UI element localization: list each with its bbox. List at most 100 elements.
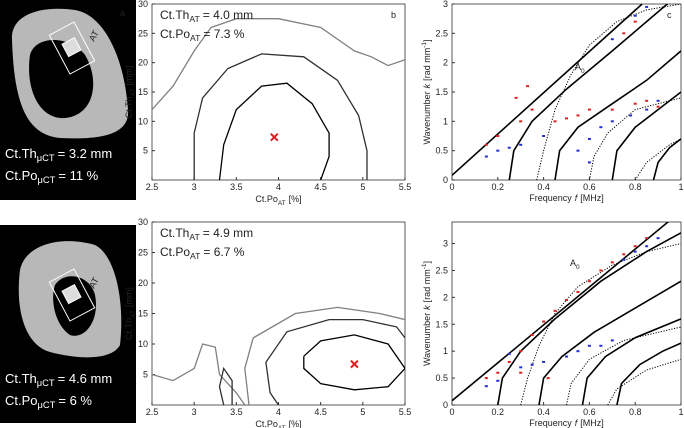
annotation: Ct.PoAT = 6.7 %	[160, 245, 245, 261]
x-tick-label: 2.5	[146, 182, 159, 192]
mode-curve	[616, 342, 681, 405]
data-point	[484, 143, 488, 146]
photo-2	[0, 225, 136, 423]
data-point	[514, 96, 518, 99]
data-point	[599, 344, 603, 347]
annotation-part: AT	[189, 232, 200, 242]
y-axis-label-part: ]	[422, 40, 432, 43]
data-point	[542, 360, 546, 363]
data-point	[565, 299, 568, 302]
mode-label-part: A	[570, 258, 576, 268]
x-axis-label: Frequency f [MHz]	[529, 193, 604, 203]
x-tick-label: 0.2	[492, 182, 505, 192]
data-point	[645, 99, 649, 102]
data-point	[484, 377, 488, 380]
y-tick-label: 10	[138, 116, 148, 126]
x-axis-label-part: Frequency	[529, 418, 572, 428]
contour	[218, 82, 330, 180]
annotation-part: AT	[189, 14, 200, 24]
x-axis-label-part: f	[575, 418, 579, 428]
x-tick-label: 5	[360, 182, 365, 192]
y-tick-label: 1	[443, 116, 448, 126]
x-tick-label: 0.8	[629, 182, 642, 192]
data-point	[542, 320, 546, 323]
data-point	[507, 360, 511, 363]
x-axis-label-part: [MHz]	[580, 418, 604, 428]
y-tick-label: 0.5	[435, 146, 448, 156]
y-axis-label-part: k	[422, 83, 432, 88]
y-tick-label: 20	[138, 278, 148, 288]
roi-tag: AT	[87, 28, 101, 43]
x-axis-label: Ct.PoAT[%]	[255, 419, 301, 428]
x-tick-label: 3.5	[230, 407, 243, 417]
data-point	[496, 371, 500, 374]
y-axis-label-part: [mm]	[124, 287, 134, 307]
y-axis-label-part: -1	[421, 263, 428, 269]
mode-curve	[520, 243, 681, 405]
y-tick-label: 25	[138, 28, 148, 38]
plot-area	[152, 18, 405, 180]
data-point	[610, 38, 614, 41]
data-point	[576, 149, 580, 152]
data-point	[633, 245, 637, 248]
mode-curve	[508, 4, 669, 180]
x-tick-label: 4.5	[314, 182, 327, 192]
panel-letter: b	[391, 10, 396, 20]
data-point	[622, 32, 626, 35]
photo-caption-part: Ct.Th	[5, 371, 37, 386]
x-tick-label: 0	[449, 182, 454, 192]
data-point	[633, 14, 637, 17]
photo-caption-part: Ct.Po	[5, 168, 38, 183]
data-point	[656, 99, 660, 102]
y-tick-label: 1.5	[435, 319, 448, 329]
y-axis-label-part: [rad mm	[422, 48, 432, 81]
x-tick-label: 3	[192, 182, 197, 192]
data-point	[484, 385, 488, 388]
data-point	[610, 261, 614, 264]
contour	[218, 366, 233, 405]
y-tick-label: 2	[443, 58, 448, 68]
y-axis-label-part: -1	[421, 42, 428, 48]
x-tick-label: 4	[276, 182, 281, 192]
mode-label: A0	[575, 62, 585, 75]
data-point	[526, 85, 530, 88]
mode-curve	[452, 222, 670, 402]
photo-caption-part: = 3.2 mm	[58, 146, 113, 161]
annotation-part: AT	[190, 251, 201, 261]
x-axis-label-part: Ct.Po	[255, 194, 278, 204]
x-tick-label: 0.6	[583, 182, 596, 192]
annotation-part: Ct.Th	[160, 8, 189, 22]
y-tick-label: 2.5	[435, 28, 448, 38]
y-tick-label: 0	[443, 175, 448, 185]
contour	[303, 334, 405, 391]
y-tick-label: 15	[138, 87, 148, 97]
photo-caption-part: μCT	[37, 378, 55, 388]
data-point	[587, 161, 591, 164]
x-tick-label: 0	[449, 407, 454, 417]
contour	[265, 318, 405, 405]
data-point	[553, 309, 557, 312]
mode-curve	[652, 138, 681, 180]
photo-caption-part: = 6 %	[58, 393, 92, 408]
data-point	[565, 117, 568, 120]
data-point	[587, 137, 591, 140]
mode-label-part: A	[575, 62, 581, 72]
x-tick-label: 1	[678, 407, 683, 417]
contour	[244, 306, 405, 405]
y-tick-label: 15	[138, 309, 148, 319]
y-axis-label-part: Ct.Th	[124, 96, 134, 118]
data-point	[610, 339, 614, 342]
data-point	[633, 20, 637, 23]
y-tick-label: 3	[443, 0, 448, 9]
plot-area	[152, 306, 405, 405]
data-point	[496, 135, 500, 137]
data-point	[519, 120, 523, 123]
mode-curve	[452, 4, 643, 176]
data-point	[546, 377, 550, 380]
annotation-part: AT	[190, 33, 201, 43]
x-axis-label-part: [%]	[289, 419, 302, 428]
data-point	[629, 114, 633, 117]
mode-label: A0	[570, 258, 580, 271]
roi-tag: AT	[87, 275, 101, 290]
data-point	[530, 334, 534, 337]
